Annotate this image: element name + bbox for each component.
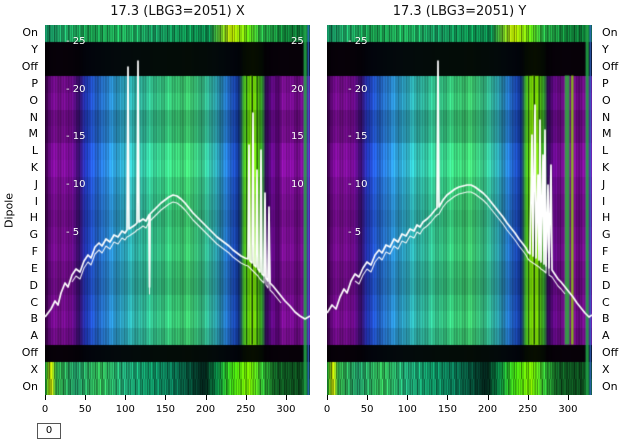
dipole-row-label-left: K [30,160,38,174]
inner-tick-label-left: - 25 [66,36,86,47]
dipole-row-label-left: Y [31,43,38,57]
x-tick-mark [407,395,409,400]
dipole-row-label-left: E [31,261,38,275]
dipole-row-label-left: Off [21,60,38,74]
inner-tick-label-right: 25 [291,36,304,47]
dipole-row-label-right: N [602,110,611,124]
inner-tick-label-left: - 15 [66,131,86,142]
dipole-row-label-right: F [602,245,609,259]
x-tick-mark [285,395,287,400]
heatmap-left-canvas [45,25,310,395]
dipole-row-label-right: D [602,278,611,292]
dipole-row-label-left: F [31,245,38,259]
dipole-row-label-left: B [30,312,38,326]
dipole-row-label-right: L [602,144,609,158]
dipole-row-label-left: H [29,211,38,225]
x-tick-label: 150 [155,404,175,415]
dipole-row-label-left: A [30,329,38,343]
x-tick-label: 200 [478,404,498,415]
dipole-row-label-left: D [29,278,38,292]
x-tick-mark [205,395,207,400]
inner-tick-label-right: 15 [291,131,304,142]
inner-tick-label-left: - 10 [66,179,86,190]
dipole-row-label-right: Off [602,345,619,359]
x-tick-mark [327,395,328,400]
dipole-row-label-right: K [602,160,610,174]
dipole-row-label-right: Y [602,43,609,57]
dipole-row-label-left: On [22,379,38,393]
right-panel-title: 17.3 (LBG3=2051) Y [392,4,527,19]
dipole-row-label-left: M [28,127,39,141]
dipole-row-label-left: J [34,177,38,191]
x-tick-mark [125,395,127,400]
x-tick-label: 50 [78,404,92,415]
dipole-row-label-right: G [602,228,611,242]
dipole-row-label-right: A [602,329,610,343]
x-tick-mark [447,395,449,400]
dipole-row-label-left: N [29,110,38,124]
dipole-row-label-right: E [602,261,609,275]
x-tick-label: 0 [41,404,49,415]
inner-tick-label-left: - 20 [348,84,368,95]
inner-tick-label-left: - 5 [348,227,362,238]
dipole-row-label-left: G [29,228,38,242]
inner-tick-label-left: - 20 [66,84,86,95]
dipole-row-label-left: C [30,295,38,309]
x-tick-mark [165,395,167,400]
dipole-row-label-left: I [34,194,38,208]
dipole-row-label-left: Off [21,345,38,359]
dipole-row-label-right: O [602,93,611,107]
dipole-row-label-right: On [602,26,618,40]
inner-tick-label-left: - 5 [66,227,80,238]
x-tick-label: 150 [437,404,457,415]
x-tick-label: 300 [558,404,578,415]
x-tick-label: 100 [397,404,417,415]
x-tick-label: 0 [323,404,331,415]
dipole-row-label-left: X [30,362,38,376]
inner-tick-label-right: 10 [291,179,304,190]
x-tick-mark [45,395,46,400]
dipole-row-label-right: B [602,312,610,326]
dipole-row-label-left: On [22,26,38,40]
x-tick-mark [367,395,369,400]
dipole-row-label-right: M [602,127,612,141]
dipole-row-label-right: On [602,379,618,393]
dipole-row-label-left: P [31,76,38,90]
inner-tick-label-left: - 25 [348,36,368,47]
x-tick-mark [487,395,489,400]
x-tick-mark [85,395,87,400]
frame-counter: 0 [37,423,61,439]
dipole-row-label-left: O [29,93,38,107]
dipole-row-label-left: L [31,144,38,158]
x-tick-label: 200 [196,404,216,415]
dipole-row-label-right: I [602,194,606,208]
x-tick-mark [527,395,529,400]
dipole-row-label-right: C [602,295,610,309]
dipole-row-label-right: H [602,211,611,225]
heatmap-right-canvas [327,25,592,395]
inner-tick-label-left: - 10 [348,179,368,190]
dipole-row-label-right: P [602,76,609,90]
dipole-row-label-right: X [602,362,610,376]
dipole-row-label-right: J [602,177,606,191]
left-panel-title: 17.3 (LBG3=2051) X [110,4,245,19]
x-tick-label: 250 [236,404,256,415]
x-tick-label: 250 [518,404,538,415]
x-tick-label: 300 [276,404,296,415]
dipole-row-label-right: Off [602,60,619,74]
x-tick-mark [245,395,247,400]
x-tick-label: 50 [360,404,374,415]
x-tick-mark [567,395,569,400]
inner-tick-label-left: - 15 [348,131,368,142]
x-tick-label: 100 [115,404,135,415]
inner-tick-label-right: 20 [291,84,304,95]
